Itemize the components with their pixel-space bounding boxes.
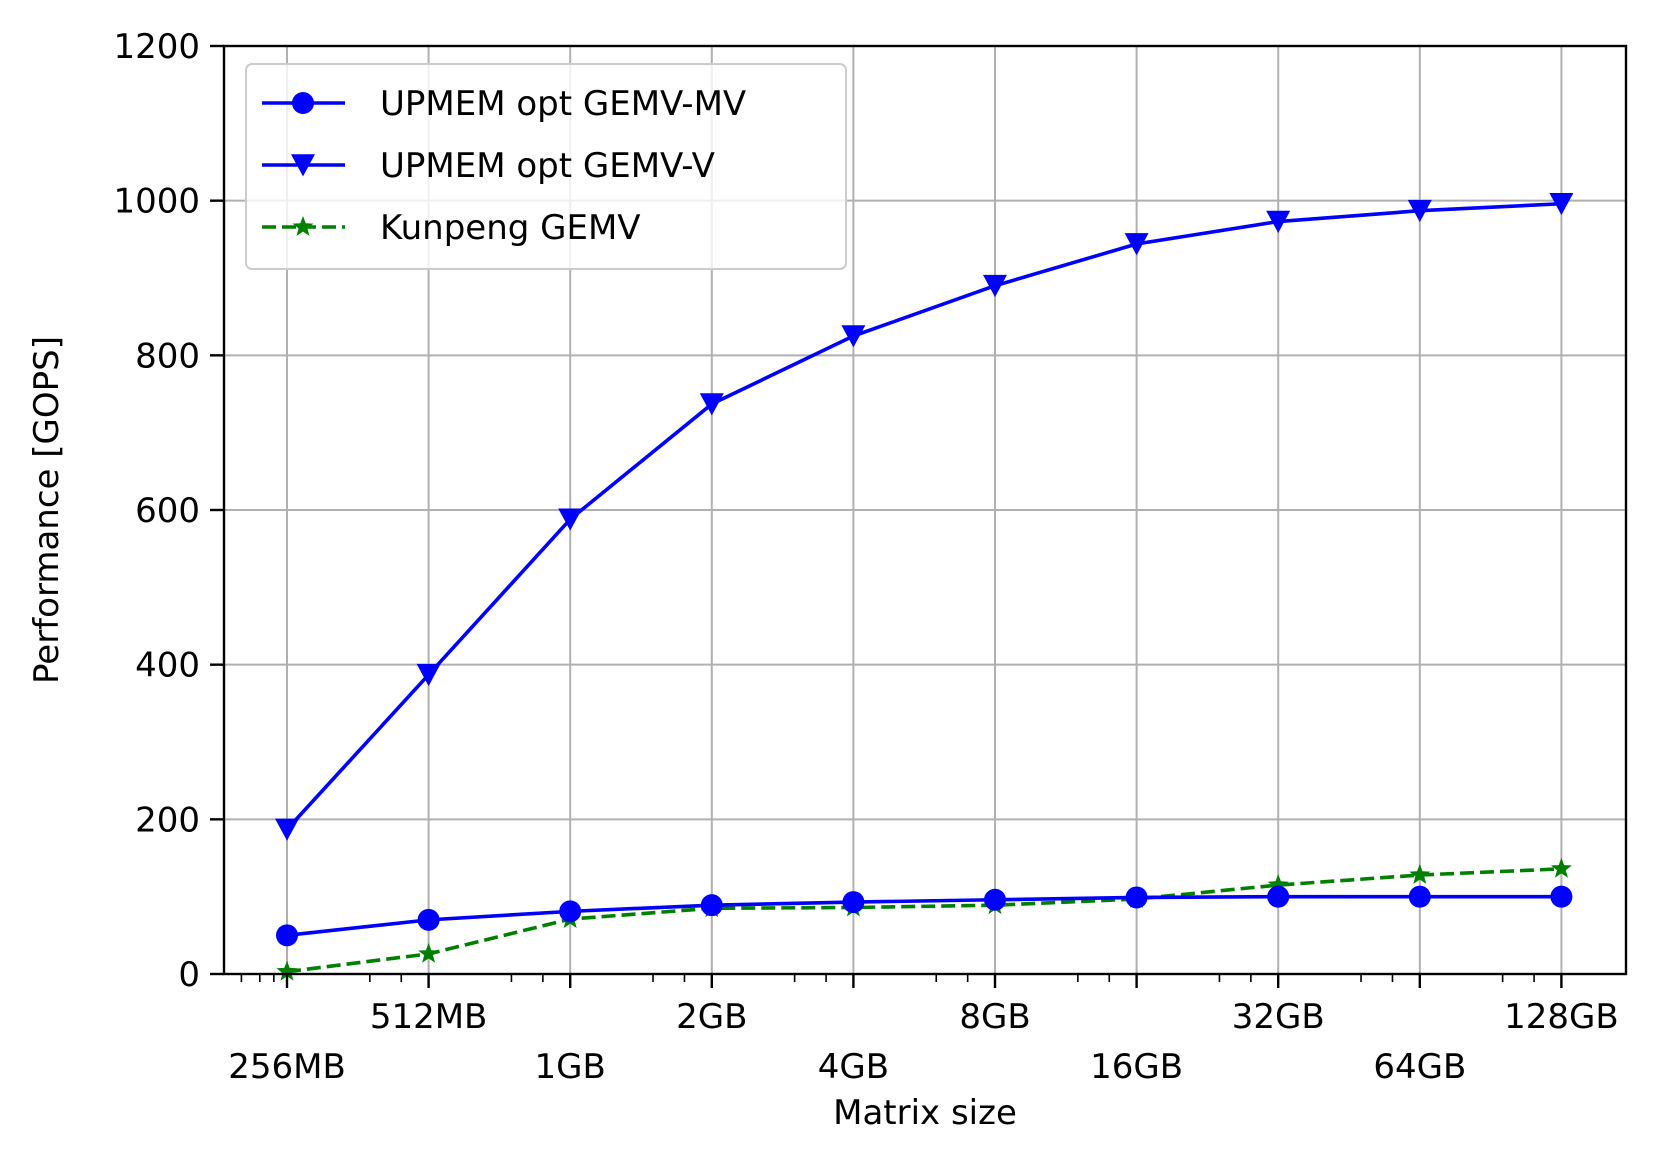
x-tick-label: 16GB: [1090, 1047, 1183, 1087]
star-marker: [276, 960, 298, 981]
star-marker: [292, 216, 314, 236]
legend-label: UPMEM opt GEMV-MV: [380, 84, 746, 124]
x-tick-label: 256MB: [228, 1047, 346, 1087]
circle-marker: [700, 894, 723, 917]
x-tick-label: 128GB: [1504, 997, 1619, 1037]
triangle-down-marker: [699, 393, 724, 416]
circle-marker: [1125, 886, 1148, 909]
x-tick-label: 8GB: [959, 997, 1030, 1037]
series-line: [285, 201, 1562, 831]
series-line: [286, 894, 1562, 938]
circle-marker: [984, 888, 1006, 911]
x-tick-label: 32GB: [1232, 997, 1325, 1037]
circle-marker: [1550, 885, 1573, 908]
series-layer: [275, 192, 1574, 981]
circle-marker: [842, 891, 865, 914]
triangle-down-marker: [558, 508, 583, 531]
triangle-down-marker: [1407, 199, 1432, 223]
circle-marker: [559, 900, 582, 923]
circle-marker: [417, 908, 440, 931]
star-marker: [418, 942, 440, 963]
triangle-down-marker: [416, 663, 441, 687]
series-kunpeng-gemv: [276, 857, 1572, 981]
legend: UPMEM opt GEMV-MV UPMEM opt GEMV-V Kunpeng…: [245, 63, 847, 270]
y-tick-label: 400: [135, 646, 200, 686]
star-marker: [1409, 864, 1431, 884]
circle-marker: [292, 92, 314, 114]
y-tick-label: 600: [135, 491, 200, 531]
x-tick-label: 512MB: [370, 997, 488, 1037]
y-tick-label: 800: [135, 336, 200, 376]
y-tick-label: 1000: [113, 182, 200, 222]
triangle-down-marker: [1266, 210, 1291, 233]
x-tick-label: 1GB: [535, 1047, 606, 1087]
series-upmem-opt-gemv-mv: [276, 885, 1573, 947]
x-tick-label: 2GB: [676, 997, 747, 1037]
circle-marker: [1267, 885, 1290, 908]
legend-label: UPMEM opt GEMV-V: [380, 146, 715, 186]
legend-label: Kunpeng GEMV: [380, 208, 641, 248]
circle-marker: [1408, 885, 1431, 908]
legend-box: [245, 63, 847, 270]
triangle-down-marker: [291, 154, 315, 177]
x-axis-label: Matrix size: [833, 1093, 1017, 1133]
triangle-down-marker: [275, 818, 299, 841]
triangle-down-marker: [983, 274, 1007, 298]
y-tick-label: 1200: [113, 27, 200, 67]
circle-marker: [276, 924, 298, 947]
series-upmem-opt-gemv-v: [275, 192, 1574, 841]
triangle-down-marker: [1549, 192, 1574, 216]
series-line: [286, 867, 1562, 974]
axes: 256MB 512MB 1GB 2GB 4GB 8GB 16GB 32GB 64GB 128GB 0…: [113, 27, 1618, 1087]
x-tick-label: 4GB: [818, 1047, 889, 1087]
star-marker: [1267, 874, 1289, 894]
y-tick-label: 0: [178, 955, 200, 995]
star-marker: [1550, 857, 1572, 878]
y-axis-label: Performance [GOPS]: [27, 336, 67, 684]
x-tick-label: 64GB: [1373, 1047, 1466, 1087]
y-tick-label: 200: [135, 800, 200, 840]
triangle-down-marker: [841, 325, 866, 348]
triangle-down-marker: [1124, 233, 1149, 256]
